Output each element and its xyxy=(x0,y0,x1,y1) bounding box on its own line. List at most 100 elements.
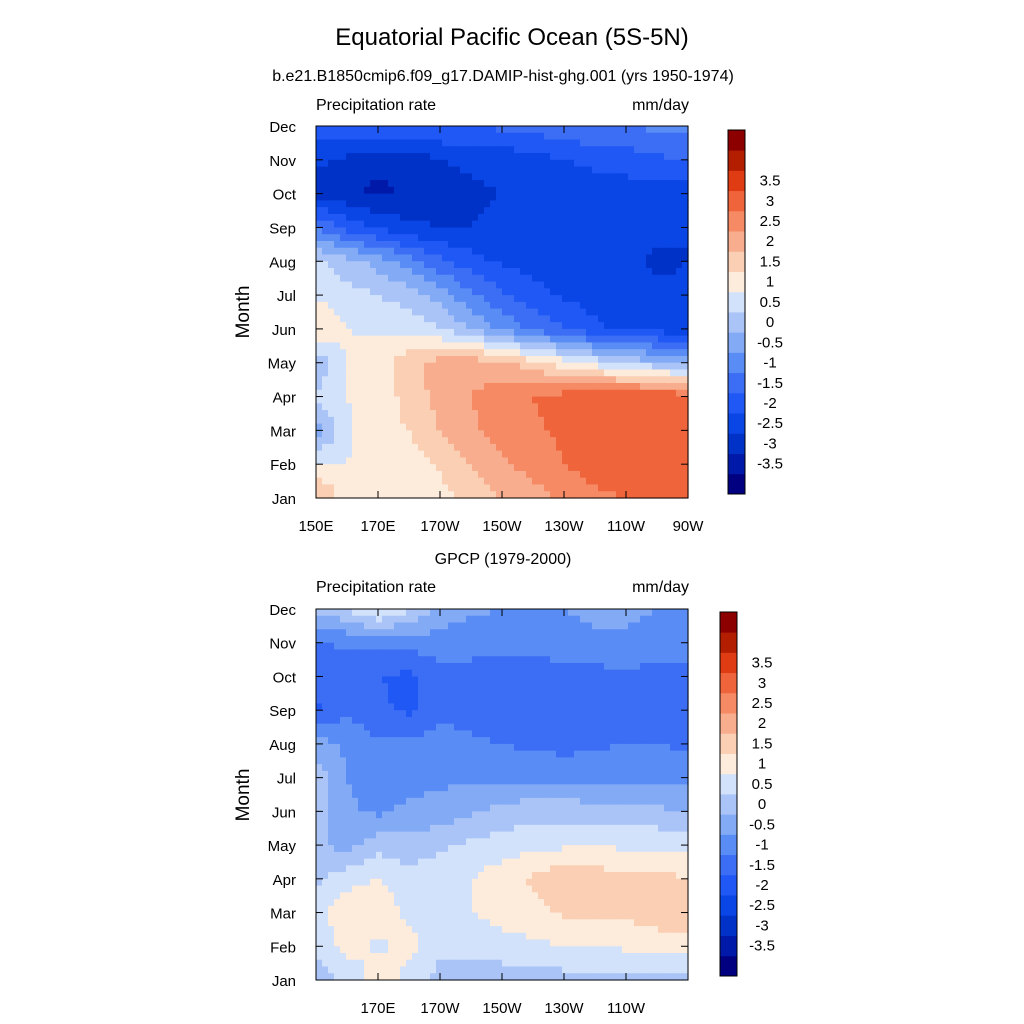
heat-cell xyxy=(538,389,545,398)
heat-cell xyxy=(592,635,599,644)
heat-cell xyxy=(634,308,641,316)
heat-cell xyxy=(424,656,431,664)
heat-cell xyxy=(610,376,617,384)
heat-cell xyxy=(484,335,491,344)
heat-cell xyxy=(406,234,413,242)
heat-cell xyxy=(394,656,401,664)
heat-cell xyxy=(652,491,659,499)
heat-cell xyxy=(550,247,557,256)
heat-cell xyxy=(352,268,359,276)
heat-cell xyxy=(544,635,551,644)
heat-cell xyxy=(316,764,323,772)
heat-cell xyxy=(634,764,641,772)
heat-cell xyxy=(562,491,569,499)
heat-cell xyxy=(580,484,587,492)
heat-cell xyxy=(346,450,353,459)
heat-cell xyxy=(604,635,611,644)
heat-cell xyxy=(394,450,401,459)
heat-cell xyxy=(634,383,641,391)
heat-cell xyxy=(574,153,581,161)
heat-cell xyxy=(448,369,455,377)
heat-cell xyxy=(496,609,503,617)
heat-cell xyxy=(466,716,473,725)
heat-cell xyxy=(640,234,647,242)
heat-cell xyxy=(610,737,617,745)
heat-cell xyxy=(466,457,473,465)
heat-cell xyxy=(676,159,683,168)
heat-cell xyxy=(568,153,575,161)
heat-cell xyxy=(346,268,353,276)
heat-cell xyxy=(526,268,533,276)
heat-cell xyxy=(586,656,593,664)
heat-cell xyxy=(412,689,419,698)
heat-cell xyxy=(496,335,503,344)
heat-cell xyxy=(550,349,557,357)
heat-cell xyxy=(376,696,383,705)
heat-cell xyxy=(682,470,689,479)
heat-cell xyxy=(652,328,659,337)
heat-cell xyxy=(394,437,401,445)
heat-cell xyxy=(640,261,647,269)
heat-cell xyxy=(418,139,425,147)
heat-cell xyxy=(628,615,635,624)
heat-cell xyxy=(502,464,509,472)
heat-cell xyxy=(520,383,527,391)
heat-cell xyxy=(622,207,629,215)
heat-cell xyxy=(592,335,599,344)
panel-top-colorbar: -3.5-3-2.5-2-1.5-1-0.500.511.522.533.5 xyxy=(727,129,783,495)
heat-cell xyxy=(328,683,335,691)
heat-cell xyxy=(682,649,689,657)
heat-cell xyxy=(400,362,407,371)
heat-cell xyxy=(580,308,587,316)
heat-cell xyxy=(382,609,389,617)
y-tick-label: Feb xyxy=(270,457,296,474)
heat-cell xyxy=(358,247,365,256)
heat-cell xyxy=(610,322,617,330)
heat-cell xyxy=(592,669,599,678)
heat-cell xyxy=(562,669,569,678)
heat-cell xyxy=(412,234,419,242)
heat-cell xyxy=(664,457,671,465)
heat-cell xyxy=(634,146,641,154)
heat-cell xyxy=(604,295,611,303)
heat-cell xyxy=(364,227,371,235)
heat-cell xyxy=(340,166,347,174)
heat-cell xyxy=(580,716,587,725)
heat-cell xyxy=(382,376,389,384)
heat-cell xyxy=(604,743,611,752)
heat-cell xyxy=(562,376,569,384)
heat-cell xyxy=(604,764,611,772)
heat-cell xyxy=(502,234,509,242)
heat-cell xyxy=(478,295,485,303)
heat-cell xyxy=(664,254,671,262)
heat-cell xyxy=(490,410,497,418)
heat-cell xyxy=(652,342,659,350)
heat-cell xyxy=(322,288,329,296)
heat-cell xyxy=(586,737,593,745)
heat-cell xyxy=(538,437,545,445)
heat-cell xyxy=(382,261,389,269)
heat-cell xyxy=(448,213,455,222)
heat-cell xyxy=(652,457,659,465)
heat-cell xyxy=(442,484,449,492)
heat-cell xyxy=(646,696,653,705)
heat-cell xyxy=(514,629,521,637)
heat-cell xyxy=(562,410,569,418)
heat-cell xyxy=(568,328,575,337)
heat-cell xyxy=(556,146,563,154)
heat-cell xyxy=(478,423,485,431)
heat-cell xyxy=(454,301,461,310)
heat-cell xyxy=(466,322,473,330)
heat-cell xyxy=(340,416,347,425)
heat-cell xyxy=(514,207,521,215)
heat-cell xyxy=(346,146,353,154)
heat-cell xyxy=(430,254,437,262)
heat-cell xyxy=(352,234,359,242)
heat-cell xyxy=(538,295,545,303)
heat-cell xyxy=(394,635,401,644)
heat-cell xyxy=(646,308,653,316)
heat-cell xyxy=(328,220,335,229)
heat-cell xyxy=(400,213,407,222)
heat-cell xyxy=(448,484,455,492)
heat-cell xyxy=(454,288,461,296)
